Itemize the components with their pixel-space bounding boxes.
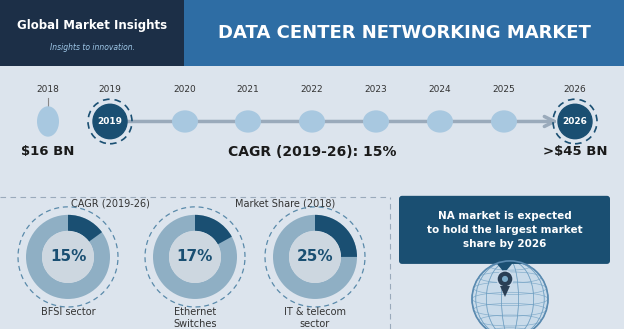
Text: 2019: 2019 [97, 117, 122, 126]
Ellipse shape [299, 110, 325, 133]
Text: 2026: 2026 [563, 117, 587, 126]
Text: NA market is expected
to hold the largest market
share by 2026: NA market is expected to hold the larges… [427, 211, 582, 249]
Polygon shape [494, 261, 515, 273]
Text: Market Share (2018): Market Share (2018) [235, 199, 335, 209]
Text: DATA CENTER NETWORKING MARKET: DATA CENTER NETWORKING MARKET [218, 24, 591, 42]
Ellipse shape [172, 110, 198, 133]
Text: 2023: 2023 [364, 85, 388, 94]
Text: CAGR (2019-26): CAGR (2019-26) [71, 199, 149, 209]
FancyBboxPatch shape [399, 196, 610, 264]
Wedge shape [153, 215, 237, 299]
Circle shape [472, 261, 548, 329]
Wedge shape [315, 215, 357, 257]
Text: 2026: 2026 [563, 85, 587, 94]
Polygon shape [500, 286, 510, 297]
Circle shape [497, 271, 513, 287]
Circle shape [169, 231, 221, 283]
Text: BFSI sector: BFSI sector [41, 307, 95, 317]
Text: $16 BN: $16 BN [21, 145, 75, 158]
FancyBboxPatch shape [0, 0, 184, 66]
Wedge shape [26, 215, 110, 299]
Text: 2018: 2018 [37, 85, 59, 94]
Wedge shape [195, 215, 232, 244]
Text: 2025: 2025 [492, 85, 515, 94]
Text: 25%: 25% [296, 249, 333, 265]
Wedge shape [273, 215, 357, 299]
Text: IT & telecom
sector: IT & telecom sector [284, 307, 346, 329]
Ellipse shape [37, 106, 59, 137]
Text: 2021: 2021 [236, 85, 260, 94]
Text: 2019: 2019 [99, 85, 122, 94]
Text: CAGR (2019-26): 15%: CAGR (2019-26): 15% [228, 145, 396, 159]
FancyBboxPatch shape [184, 0, 624, 66]
Text: >$45 BN: >$45 BN [543, 145, 607, 158]
Text: Global Market Insights: Global Market Insights [17, 18, 167, 32]
Wedge shape [68, 215, 102, 241]
Circle shape [502, 276, 508, 282]
Circle shape [42, 231, 94, 283]
Ellipse shape [235, 110, 261, 133]
Circle shape [558, 104, 592, 139]
Text: 15%: 15% [50, 249, 86, 265]
Text: 2024: 2024 [429, 85, 451, 94]
Ellipse shape [427, 110, 453, 133]
Text: Ethernet
Switches: Ethernet Switches [173, 307, 217, 329]
Text: 17%: 17% [177, 249, 213, 265]
Text: 2022: 2022 [301, 85, 323, 94]
Circle shape [93, 104, 127, 139]
Text: Insights to innovation.: Insights to innovation. [50, 43, 135, 52]
Circle shape [289, 231, 341, 283]
Ellipse shape [491, 110, 517, 133]
Ellipse shape [363, 110, 389, 133]
Text: 2020: 2020 [173, 85, 197, 94]
